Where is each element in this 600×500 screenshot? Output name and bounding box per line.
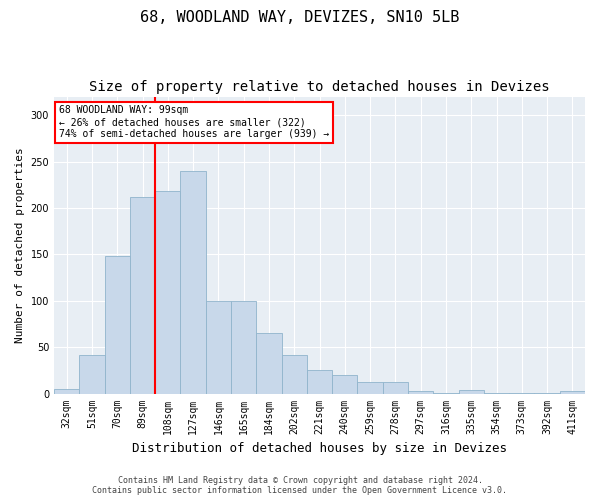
Bar bbox=[358, 382, 383, 394]
Bar bbox=[281, 354, 307, 394]
Bar bbox=[307, 370, 332, 394]
Text: 68 WOODLAND WAY: 99sqm
← 26% of detached houses are smaller (322)
74% of semi-de: 68 WOODLAND WAY: 99sqm ← 26% of detached… bbox=[59, 106, 329, 138]
Bar bbox=[54, 389, 79, 394]
Bar bbox=[484, 392, 509, 394]
Bar bbox=[231, 300, 256, 394]
Bar bbox=[383, 382, 408, 394]
Bar bbox=[408, 391, 433, 394]
Bar bbox=[560, 391, 585, 394]
Bar bbox=[256, 333, 281, 394]
Bar bbox=[130, 197, 155, 394]
Bar bbox=[332, 375, 358, 394]
Bar bbox=[104, 256, 130, 394]
Bar bbox=[535, 392, 560, 394]
Bar bbox=[155, 191, 181, 394]
Bar bbox=[206, 300, 231, 394]
Bar bbox=[79, 354, 104, 394]
Bar bbox=[509, 392, 535, 394]
Text: 68, WOODLAND WAY, DEVIZES, SN10 5LB: 68, WOODLAND WAY, DEVIZES, SN10 5LB bbox=[140, 10, 460, 25]
Title: Size of property relative to detached houses in Devizes: Size of property relative to detached ho… bbox=[89, 80, 550, 94]
Y-axis label: Number of detached properties: Number of detached properties bbox=[15, 147, 25, 343]
Bar bbox=[181, 171, 206, 394]
X-axis label: Distribution of detached houses by size in Devizes: Distribution of detached houses by size … bbox=[132, 442, 507, 455]
Bar bbox=[458, 390, 484, 394]
Bar bbox=[433, 392, 458, 394]
Text: Contains HM Land Registry data © Crown copyright and database right 2024.
Contai: Contains HM Land Registry data © Crown c… bbox=[92, 476, 508, 495]
